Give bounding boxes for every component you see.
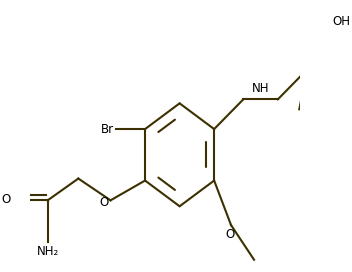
Text: O: O — [226, 228, 235, 241]
Text: Br: Br — [100, 123, 114, 135]
Text: OH: OH — [332, 15, 350, 28]
Text: O: O — [2, 193, 11, 206]
Text: O: O — [100, 196, 109, 209]
Text: NH: NH — [252, 82, 269, 95]
Text: NH₂: NH₂ — [37, 245, 59, 258]
